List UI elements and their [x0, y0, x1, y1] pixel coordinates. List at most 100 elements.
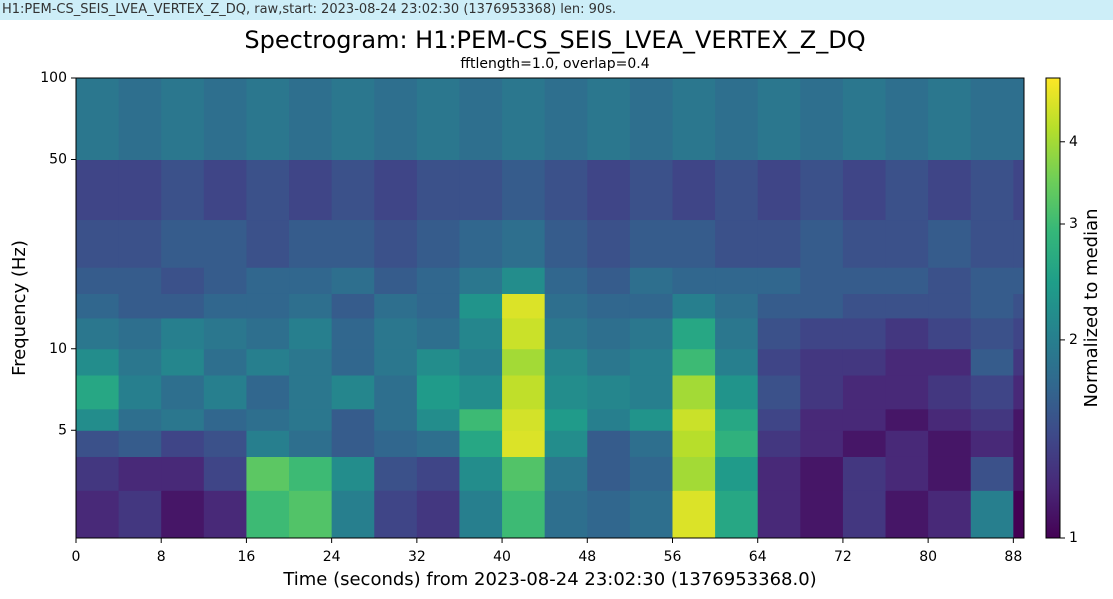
heatmap-cell: [246, 317, 290, 350]
heatmap-cell: [800, 293, 844, 319]
heatmap-cell: [587, 78, 631, 161]
heatmap-cell: [459, 348, 503, 376]
heatmap-cell: [672, 267, 716, 294]
heatmap-cell: [587, 456, 631, 491]
heatmap-cell: [800, 374, 844, 410]
heatmap-cell: [672, 317, 716, 350]
heatmap-cell: [246, 456, 290, 491]
heatmap-cell: [970, 456, 1014, 491]
heatmap-cell: [118, 78, 162, 161]
heatmap-cell: [161, 267, 205, 294]
heatmap-cell: [629, 78, 673, 161]
heatmap-cell: [161, 456, 205, 491]
y-tick-label: 10: [49, 341, 67, 357]
heatmap-cell: [842, 430, 887, 457]
heatmap-cell: [76, 293, 120, 319]
heatmap-cell: [118, 374, 162, 410]
heatmap-cell: [629, 317, 673, 350]
heatmap-cell: [757, 293, 801, 319]
heatmap-cell: [842, 267, 887, 294]
heatmap-cell: [1013, 78, 1025, 161]
heatmap-cell: [800, 490, 844, 539]
heatmap-cell: [203, 408, 247, 431]
heatmap-cell: [629, 408, 673, 431]
heatmap-cell: [757, 219, 801, 268]
heatmap-cell: [289, 430, 333, 457]
heatmap-cell: [544, 159, 588, 221]
heatmap-cell: [416, 408, 460, 431]
heatmap-cell: [246, 78, 290, 161]
heatmap-cell: [544, 267, 588, 294]
heatmap-cell: [203, 374, 247, 410]
heatmap-cell: [800, 78, 844, 161]
heatmap-cell: [289, 219, 333, 268]
heatmap-cell: [715, 348, 759, 376]
heatmap-cell: [715, 317, 759, 350]
heatmap-cell: [715, 430, 759, 457]
heatmap-cell: [374, 317, 418, 350]
heatmap-cell: [331, 293, 375, 319]
x-tick-label: 16: [238, 549, 256, 565]
heatmap-cell: [161, 374, 205, 410]
heatmap-cell: [544, 219, 588, 268]
heatmap-cell: [928, 408, 972, 431]
heatmap-cell: [587, 408, 631, 431]
heatmap-cell: [1013, 159, 1025, 221]
heatmap-cell: [544, 348, 588, 376]
x-tick-label: 24: [323, 549, 341, 565]
x-tick-label: 56: [664, 549, 682, 565]
heatmap-cell: [246, 408, 290, 431]
heatmap-cell: [928, 159, 972, 221]
heatmap-cell: [587, 374, 631, 410]
heatmap-cell: [502, 267, 546, 294]
heatmap-cell: [374, 267, 418, 294]
heatmap-cell: [76, 430, 120, 457]
heatmap-cell: [76, 219, 120, 268]
heatmap-cell: [331, 267, 375, 294]
heatmap-cell: [928, 219, 972, 268]
heatmap-cell: [76, 408, 120, 431]
heatmap-cell: [118, 267, 162, 294]
heatmap-cell: [842, 78, 887, 161]
heatmap-cell: [459, 456, 503, 491]
heatmap-cell: [459, 78, 503, 161]
heatmap-cell: [161, 408, 205, 431]
heatmap-cell: [928, 490, 972, 539]
heatmap-cell: [800, 219, 844, 268]
heatmap-cell: [629, 267, 673, 294]
heatmap-cell: [289, 267, 333, 294]
y-tick-label: 50: [49, 152, 67, 168]
heatmap-cell: [928, 456, 972, 491]
heatmap-cell: [672, 159, 716, 221]
heatmap-cell: [502, 317, 546, 350]
heatmap-cell: [161, 348, 205, 376]
heatmap-cell: [885, 317, 929, 350]
heatmap-cell: [715, 78, 759, 161]
heatmap-cell: [587, 490, 631, 539]
heatmap-cell: [331, 430, 375, 457]
heatmap-cell: [757, 159, 801, 221]
heatmap-cell: [885, 430, 929, 457]
heatmap-cell: [459, 408, 503, 431]
heatmap-cell: [459, 267, 503, 294]
heatmap-cell: [1013, 317, 1025, 350]
heatmap-cell: [246, 430, 290, 457]
heatmap-cell: [629, 293, 673, 319]
heatmap-cell: [544, 430, 588, 457]
heatmap: [76, 78, 1025, 539]
heatmap-cell: [76, 267, 120, 294]
heatmap-cell: [374, 348, 418, 376]
heatmap-cell: [544, 490, 588, 539]
heatmap-cell: [289, 490, 333, 539]
heatmap-cell: [800, 348, 844, 376]
heatmap-cell: [757, 78, 801, 161]
heatmap-cell: [118, 430, 162, 457]
heatmap-cell: [715, 267, 759, 294]
heatmap-cell: [970, 267, 1014, 294]
heatmap-cell: [161, 430, 205, 457]
x-tick-label: 72: [834, 549, 852, 565]
heatmap-cell: [289, 348, 333, 376]
heatmap-cell: [757, 348, 801, 376]
heatmap-cell: [715, 490, 759, 539]
